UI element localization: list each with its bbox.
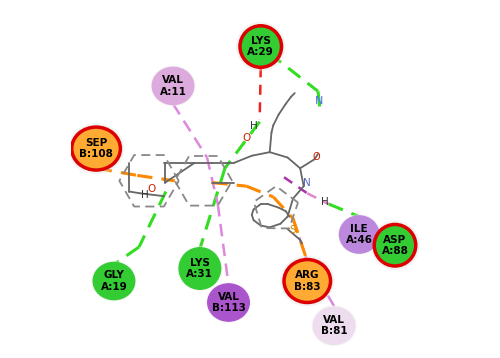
Ellipse shape bbox=[284, 260, 331, 303]
Ellipse shape bbox=[370, 221, 420, 270]
Text: O: O bbox=[312, 152, 320, 162]
Ellipse shape bbox=[374, 224, 416, 266]
Text: ARG
B:83: ARG B:83 bbox=[294, 270, 320, 292]
Ellipse shape bbox=[314, 307, 355, 344]
Text: VAL
A:11: VAL A:11 bbox=[160, 75, 186, 97]
Ellipse shape bbox=[70, 125, 122, 172]
Ellipse shape bbox=[208, 284, 250, 321]
Text: H: H bbox=[322, 197, 329, 207]
Text: VAL
B:81: VAL B:81 bbox=[321, 315, 347, 337]
Text: N: N bbox=[314, 96, 323, 106]
Ellipse shape bbox=[240, 26, 282, 67]
Ellipse shape bbox=[179, 248, 220, 289]
Text: LYS
A:29: LYS A:29 bbox=[248, 36, 274, 57]
Text: VAL
B:113: VAL B:113 bbox=[212, 292, 246, 313]
Text: O: O bbox=[242, 133, 250, 143]
Ellipse shape bbox=[72, 127, 120, 170]
Ellipse shape bbox=[152, 67, 194, 105]
Ellipse shape bbox=[340, 216, 379, 253]
Text: S: S bbox=[290, 225, 296, 235]
Ellipse shape bbox=[238, 24, 284, 69]
Text: O: O bbox=[148, 184, 156, 194]
Ellipse shape bbox=[282, 258, 333, 304]
Ellipse shape bbox=[280, 256, 334, 306]
Text: H: H bbox=[250, 121, 258, 131]
Ellipse shape bbox=[372, 223, 418, 268]
Ellipse shape bbox=[236, 22, 286, 71]
Text: ILE
A:46: ILE A:46 bbox=[346, 224, 372, 245]
Text: ASP
A:88: ASP A:88 bbox=[382, 234, 408, 256]
Text: SEP
B:108: SEP B:108 bbox=[79, 138, 113, 159]
Ellipse shape bbox=[338, 214, 380, 255]
Ellipse shape bbox=[206, 282, 251, 323]
Text: LYS
A:31: LYS A:31 bbox=[186, 258, 214, 279]
Ellipse shape bbox=[150, 66, 196, 106]
Ellipse shape bbox=[312, 305, 356, 346]
Text: GLY
A:19: GLY A:19 bbox=[100, 270, 128, 292]
Text: H: H bbox=[140, 190, 148, 200]
Ellipse shape bbox=[178, 246, 222, 291]
Text: N: N bbox=[304, 178, 311, 188]
Ellipse shape bbox=[93, 262, 134, 300]
Ellipse shape bbox=[92, 261, 136, 301]
Ellipse shape bbox=[68, 123, 124, 174]
